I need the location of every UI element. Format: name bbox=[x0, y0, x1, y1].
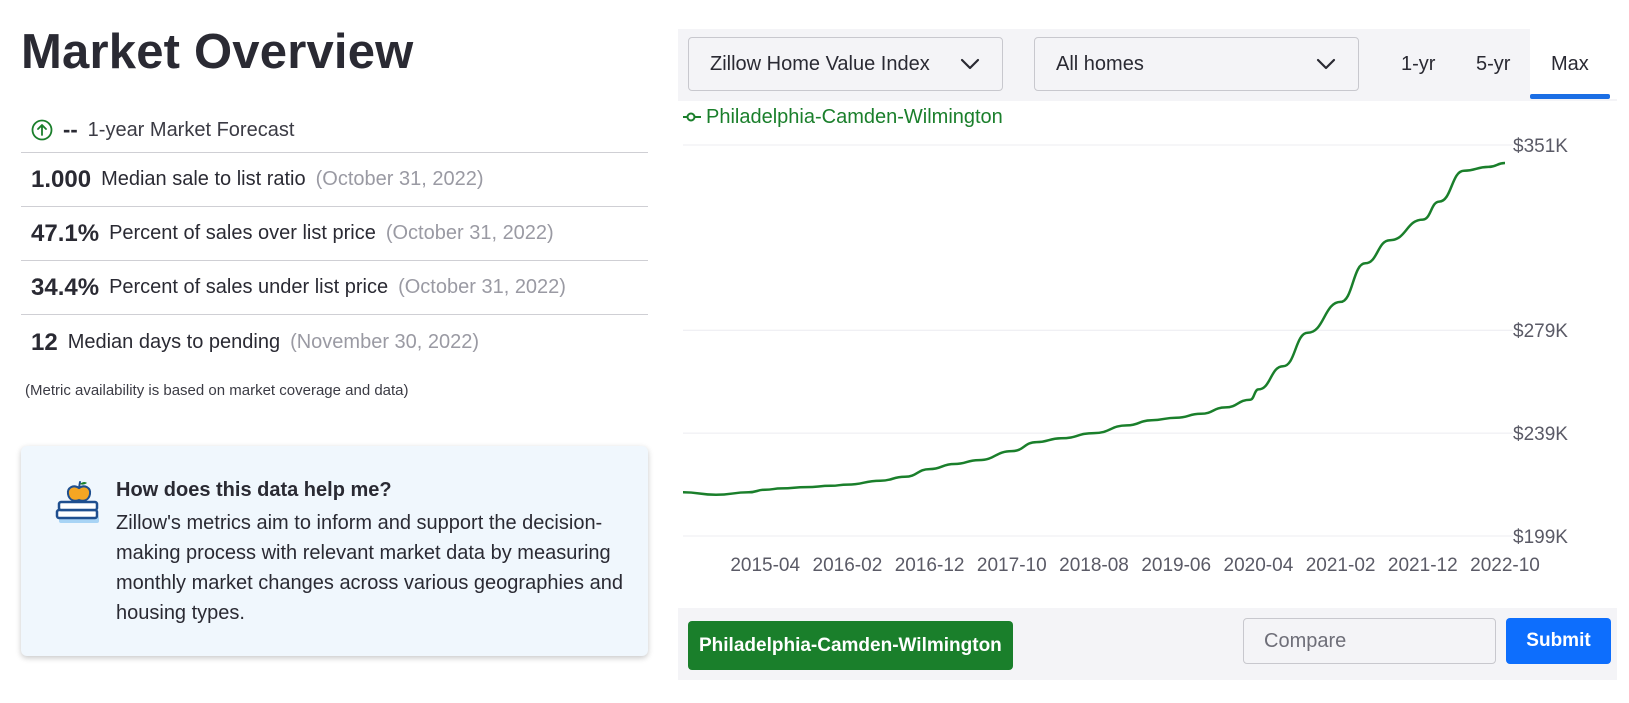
active-tab-indicator bbox=[1530, 94, 1610, 99]
submit-button[interactable]: Submit bbox=[1506, 618, 1611, 664]
x-tick-label: 2015-04 bbox=[730, 555, 800, 576]
metric-date: (October 31, 2022) bbox=[398, 276, 566, 298]
compare-bar: Philadelphia-Camden-Wilmington Submit bbox=[678, 608, 1617, 680]
chart-panel: Zillow Home Value Index All homes 1-yr 5… bbox=[678, 29, 1617, 680]
help-title: How does this data help me? bbox=[116, 479, 392, 501]
metric-select-value: Zillow Home Value Index bbox=[710, 52, 930, 75]
metric-date: (October 31, 2022) bbox=[315, 168, 484, 190]
x-tick-label: 2021-12 bbox=[1388, 555, 1458, 576]
metric-label: Percent of sales over list price bbox=[109, 222, 376, 244]
metric-value: 1.000 bbox=[31, 165, 92, 193]
x-tick-label: 2021-02 bbox=[1306, 555, 1376, 576]
tab-5-yr[interactable]: 5-yr bbox=[1476, 53, 1511, 75]
x-tick-label: 2016-02 bbox=[813, 555, 883, 576]
tab-1-yr[interactable]: 1-yr bbox=[1401, 53, 1436, 75]
metric-date: (October 31, 2022) bbox=[385, 222, 554, 244]
metric-value: 34.4% bbox=[31, 273, 100, 301]
home-type-select-value: All homes bbox=[1056, 52, 1144, 75]
x-tick-label: 2020-04 bbox=[1224, 555, 1294, 576]
x-tick-label: 2019-06 bbox=[1141, 555, 1211, 576]
x-tick-label: 2018-08 bbox=[1059, 555, 1129, 576]
metric-date: (November 30, 2022) bbox=[290, 331, 480, 353]
chevron-down-icon bbox=[960, 58, 980, 70]
page-title: Market Overview bbox=[21, 25, 414, 79]
compare-input[interactable] bbox=[1243, 618, 1496, 664]
metric-label: Percent of sales under list price bbox=[109, 276, 389, 298]
metric-label: Median sale to list ratio bbox=[101, 168, 306, 190]
metric-value: 47.1% bbox=[31, 219, 100, 247]
help-body: Zillow's metrics aim to inform and suppo… bbox=[116, 512, 623, 624]
metric-label: Median days to pending bbox=[67, 331, 281, 353]
forecast-row: -- 1-year Market Forecast bbox=[21, 108, 648, 153]
metric-row: 12 Median days to pending (November 30, … bbox=[21, 316, 648, 369]
tab-max[interactable]: Max bbox=[1551, 53, 1589, 75]
legend-label: Philadelphia-Camden-Wilmington bbox=[706, 106, 1003, 128]
legend-marker-icon bbox=[686, 112, 696, 122]
region-button[interactable]: Philadelphia-Camden-Wilmington bbox=[688, 621, 1013, 670]
chart-area: $199K $239K $279K $351K 2015-04 2016-02 2016-1… bbox=[678, 101, 1617, 608]
active-tab-background bbox=[1530, 29, 1617, 99]
forecast-value: -- bbox=[63, 117, 78, 142]
metric-value: 12 bbox=[31, 328, 58, 356]
metric-row: 34.4% Percent of sales under list price … bbox=[21, 261, 648, 315]
help-card: How does this data help me? Zillow's met… bbox=[21, 446, 648, 656]
x-tick-label: 2016-12 bbox=[895, 555, 965, 576]
y-tick-label: $199K bbox=[1513, 527, 1568, 548]
forecast-label: 1-year Market Forecast bbox=[87, 118, 295, 141]
series-line bbox=[682, 161, 1506, 497]
line-chart: $199K $239K $279K $351K 2015-04 2016-02 2016-1… bbox=[682, 106, 1568, 576]
home-type-select[interactable]: All homes bbox=[1034, 37, 1359, 91]
market-overview-panel: Market Overview -- 1-year Market Forecas… bbox=[0, 0, 660, 703]
metric-availability-note: (Metric availability is based on market … bbox=[25, 382, 409, 399]
chevron-down-icon bbox=[1316, 58, 1336, 70]
metric-select[interactable]: Zillow Home Value Index bbox=[688, 37, 1003, 91]
x-tick-label: 2017-10 bbox=[977, 555, 1047, 576]
y-tick-label: $351K bbox=[1513, 136, 1568, 157]
metric-row: 47.1% Percent of sales over list price (… bbox=[21, 207, 648, 261]
x-tick-label: 2022-10 bbox=[1470, 555, 1540, 576]
apple-on-books-icon bbox=[55, 481, 99, 523]
y-tick-label: $279K bbox=[1513, 321, 1568, 342]
metric-row: 1.000 Median sale to list ratio (October… bbox=[21, 153, 648, 207]
y-tick-label: $239K bbox=[1513, 424, 1568, 445]
arrow-up-circle-icon bbox=[31, 119, 53, 141]
